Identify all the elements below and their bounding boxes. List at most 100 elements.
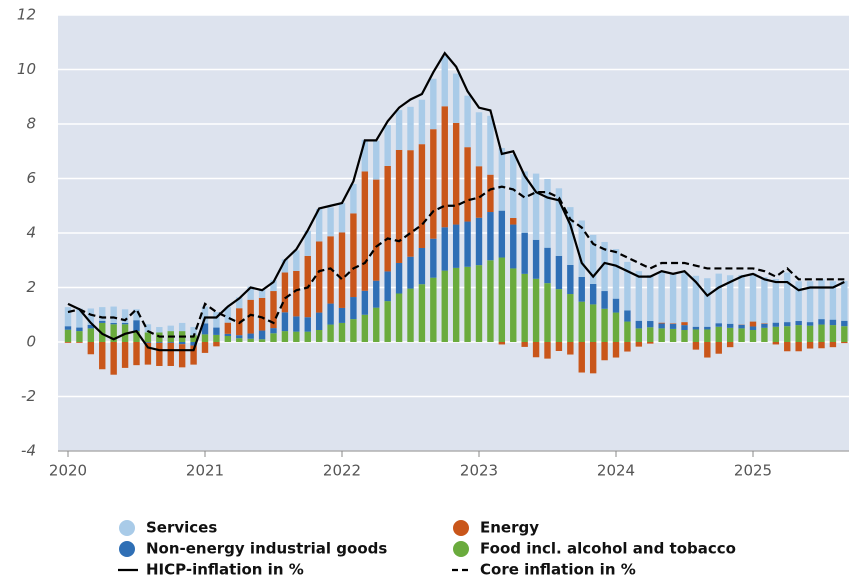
bar-segment	[544, 247, 551, 284]
bar-segment	[647, 327, 654, 342]
legend-label: Core inflation in %	[480, 561, 636, 579]
bar-segment	[441, 55, 448, 107]
bar-segment	[726, 323, 734, 328]
bar-segment	[647, 274, 654, 322]
bar-segment	[441, 270, 448, 342]
bar-segment	[749, 273, 757, 322]
bar-segment	[669, 323, 677, 325]
bar-segment	[601, 342, 608, 361]
bar-segment	[201, 306, 209, 324]
bar-segment	[624, 342, 631, 352]
bar-segment	[144, 342, 152, 343]
bar-segment	[795, 325, 802, 342]
bar-segment	[578, 342, 585, 373]
bar-segment	[761, 323, 768, 324]
bar-segment	[841, 326, 848, 342]
bar-segment	[315, 241, 323, 313]
bar-segment	[430, 78, 437, 130]
bar-segment	[761, 327, 768, 342]
bar-segment	[704, 329, 711, 342]
bar-segment	[338, 232, 346, 308]
bar-segment	[361, 290, 369, 315]
bar-segment	[692, 326, 700, 330]
bar-segment	[715, 323, 722, 327]
bar-segment	[121, 309, 129, 323]
bar-segment	[361, 139, 369, 172]
bar-segment	[612, 298, 620, 313]
bar-segment	[715, 326, 722, 342]
bar-segment	[247, 338, 254, 342]
bar-segment	[624, 310, 631, 322]
bar-segment	[384, 125, 391, 166]
bar-segment	[818, 279, 825, 320]
bar-segment	[647, 342, 654, 344]
bar-segment	[795, 321, 802, 326]
bar-segment	[841, 342, 848, 344]
bar-segment	[532, 239, 540, 279]
bar-segment	[452, 267, 460, 342]
bar-segment	[784, 322, 791, 327]
bar-segment	[258, 339, 266, 342]
bar-segment	[361, 314, 369, 342]
bar-segment	[258, 289, 266, 298]
bar-segment	[133, 342, 140, 366]
bar-segment	[350, 213, 357, 298]
bar-segment	[395, 110, 403, 150]
bar-segment	[829, 325, 837, 342]
bar-segment	[784, 342, 791, 352]
bar-segment	[612, 342, 620, 358]
bar-segment	[350, 183, 357, 214]
line	[67, 51, 845, 352]
bar-segment	[87, 308, 95, 325]
bar-segment	[441, 227, 448, 271]
bar-segment	[452, 73, 460, 123]
bar-segment	[293, 270, 300, 317]
x-tick-label: 2020	[49, 462, 87, 480]
x-tick-label: 2025	[734, 462, 772, 480]
bar-segment	[589, 283, 597, 305]
bar-segment	[784, 272, 791, 323]
bar-segment	[213, 327, 220, 335]
bar-segment	[612, 249, 620, 299]
bar-segment	[64, 326, 72, 330]
bar-segment	[749, 321, 757, 327]
bar-segment	[555, 289, 563, 342]
bar-segment	[224, 336, 232, 342]
bar-segment	[681, 330, 688, 342]
bar-segment	[452, 224, 460, 268]
bar-segment	[441, 106, 448, 228]
bar-segment	[64, 342, 72, 343]
bar-segment	[738, 274, 745, 325]
bar-segment	[510, 154, 517, 219]
bar-segment	[327, 303, 334, 325]
bar-segment	[178, 322, 186, 332]
bar-segment	[475, 166, 483, 218]
bar-segment	[749, 330, 757, 342]
bar-segment	[487, 174, 494, 213]
bar-segment	[464, 221, 471, 267]
bar-segment	[281, 312, 289, 332]
bar-segment	[589, 234, 597, 284]
bar-segment	[156, 342, 163, 366]
bar-segment	[133, 309, 140, 321]
bar-segment	[87, 342, 95, 355]
bar-segment	[772, 326, 780, 342]
bar-segment	[224, 333, 232, 337]
legend-label: Energy	[480, 519, 539, 537]
bar-segment	[464, 266, 471, 342]
bar-segment	[567, 264, 574, 295]
bar-segment	[669, 328, 677, 342]
bar-segment	[464, 147, 471, 222]
legend-swatch	[453, 541, 469, 557]
bar-segment	[624, 321, 631, 342]
legend-label: Non-energy industrial goods	[146, 540, 387, 558]
bar-segment	[578, 301, 585, 342]
bar-segment	[555, 255, 563, 290]
bar-segment	[726, 342, 734, 348]
bar-segment	[350, 297, 357, 320]
bar-segment	[304, 317, 311, 332]
y-tick-label: -2	[21, 387, 36, 405]
bar-segment	[624, 261, 631, 311]
legend-label: Services	[146, 519, 217, 537]
bar-segment	[806, 325, 814, 342]
